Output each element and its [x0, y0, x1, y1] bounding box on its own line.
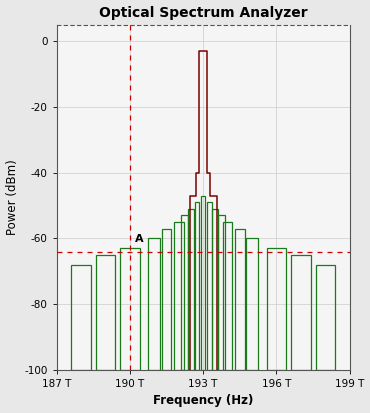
- Bar: [246, 238, 258, 370]
- Bar: [195, 202, 199, 370]
- Bar: [148, 238, 160, 370]
- Bar: [162, 228, 171, 370]
- Bar: [291, 255, 311, 370]
- Bar: [174, 222, 184, 370]
- Bar: [316, 265, 335, 370]
- Bar: [71, 265, 91, 370]
- X-axis label: Frequency (Hz): Frequency (Hz): [153, 394, 253, 408]
- Title: Optical Spectrum Analyzer: Optical Spectrum Analyzer: [99, 5, 307, 19]
- Bar: [267, 248, 286, 370]
- Text: A: A: [135, 234, 143, 244]
- Bar: [181, 216, 188, 370]
- Bar: [223, 222, 232, 370]
- Bar: [120, 248, 139, 370]
- Bar: [218, 216, 225, 370]
- Bar: [201, 196, 205, 370]
- Bar: [188, 209, 194, 370]
- Bar: [235, 228, 245, 370]
- Bar: [212, 209, 218, 370]
- Bar: [95, 255, 115, 370]
- Y-axis label: Power (dBm): Power (dBm): [6, 159, 18, 235]
- Bar: [207, 202, 212, 370]
